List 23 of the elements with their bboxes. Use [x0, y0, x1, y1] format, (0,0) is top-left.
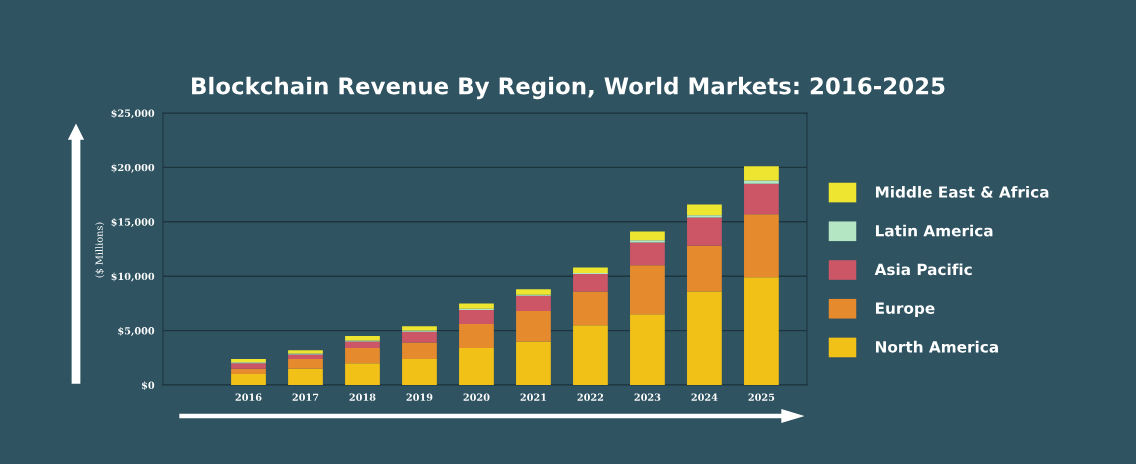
x-tick-label: 2022	[577, 393, 604, 401]
x-tick-label: 2025	[748, 393, 775, 401]
x-tick-label: 2024	[691, 393, 718, 401]
x-tick-label: 2018	[349, 393, 376, 401]
x-tick-label: 2016	[235, 393, 262, 401]
legend-label: Europe	[875, 302, 935, 317]
legend-label: Middle East & Africa	[875, 185, 1049, 198]
x-tick-label: 2023	[634, 393, 661, 401]
y-axis-title: ($ Millions)	[95, 222, 105, 278]
x-tick-label: 2017	[292, 393, 319, 401]
legend-label: Asia Pacific	[874, 263, 972, 276]
x-tick-label: 2019	[406, 393, 433, 401]
y-tick-label: $10,000	[111, 272, 155, 282]
legend-label: North America	[875, 340, 998, 353]
y-tick-label: $0	[142, 381, 155, 391]
y-tick-label: $15,000	[111, 218, 155, 228]
y-tick-label: $20,000	[111, 163, 155, 173]
x-tick-label: 2021	[520, 393, 546, 401]
x-tick-label: 2020	[463, 393, 490, 401]
chart-title: Blockchain Revenue By Region, World Markets: 2016-2025	[192, 76, 945, 100]
legend-label: Latin America	[875, 224, 993, 237]
y-tick-label: $5,000	[118, 326, 155, 336]
y-tick-label: $25,000	[111, 109, 155, 119]
